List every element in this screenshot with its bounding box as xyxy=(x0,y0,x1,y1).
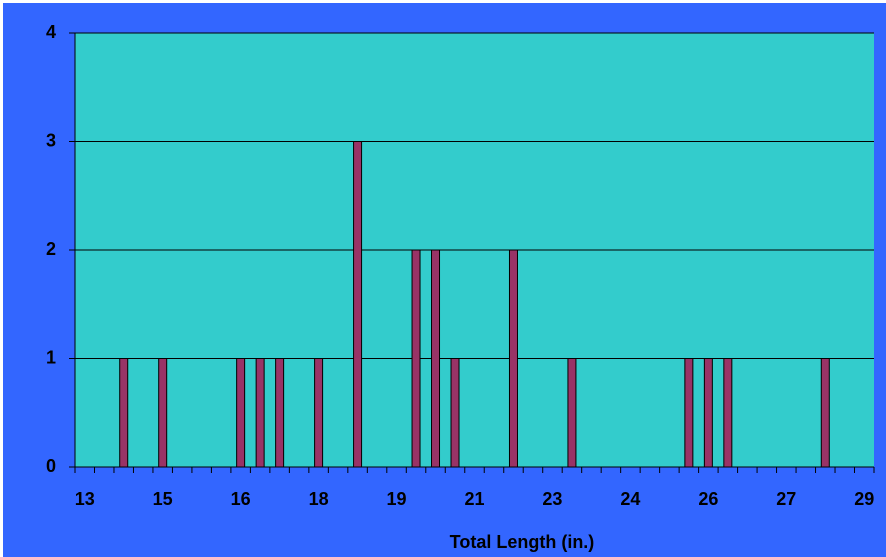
x-tick-label: 26 xyxy=(698,489,718,509)
x-tick-label: 23 xyxy=(542,489,562,509)
y-tick-label: 2 xyxy=(46,239,56,259)
y-tick-label: 4 xyxy=(46,22,56,42)
y-tick-label: 1 xyxy=(46,347,56,367)
bar xyxy=(411,249,421,468)
x-tick-label: 15 xyxy=(153,489,173,509)
bar xyxy=(684,358,694,468)
bar xyxy=(703,358,713,468)
bar xyxy=(567,358,577,468)
bar xyxy=(255,358,265,468)
x-tick-label: 19 xyxy=(387,489,407,509)
x-tick-label: 21 xyxy=(464,489,484,509)
x-tick-label: 24 xyxy=(620,489,640,509)
bar xyxy=(353,141,363,468)
bar xyxy=(314,358,324,468)
bar xyxy=(508,249,518,468)
x-tick-label: 18 xyxy=(309,489,329,509)
x-tick-label: 27 xyxy=(776,489,796,509)
y-tick-label: 3 xyxy=(46,130,56,150)
bar xyxy=(275,358,285,468)
x-tick-label: 13 xyxy=(75,489,95,509)
x-axis-label: Total Length (in.) xyxy=(450,532,595,552)
x-tick-label: 29 xyxy=(854,489,874,509)
bar xyxy=(820,358,830,468)
bar xyxy=(450,358,460,468)
x-tick-label: 16 xyxy=(231,489,251,509)
y-tick-label: 0 xyxy=(46,456,56,476)
bar xyxy=(723,358,733,468)
bar xyxy=(236,358,246,468)
bar xyxy=(119,358,129,468)
bar xyxy=(431,249,441,468)
bar xyxy=(158,358,168,468)
